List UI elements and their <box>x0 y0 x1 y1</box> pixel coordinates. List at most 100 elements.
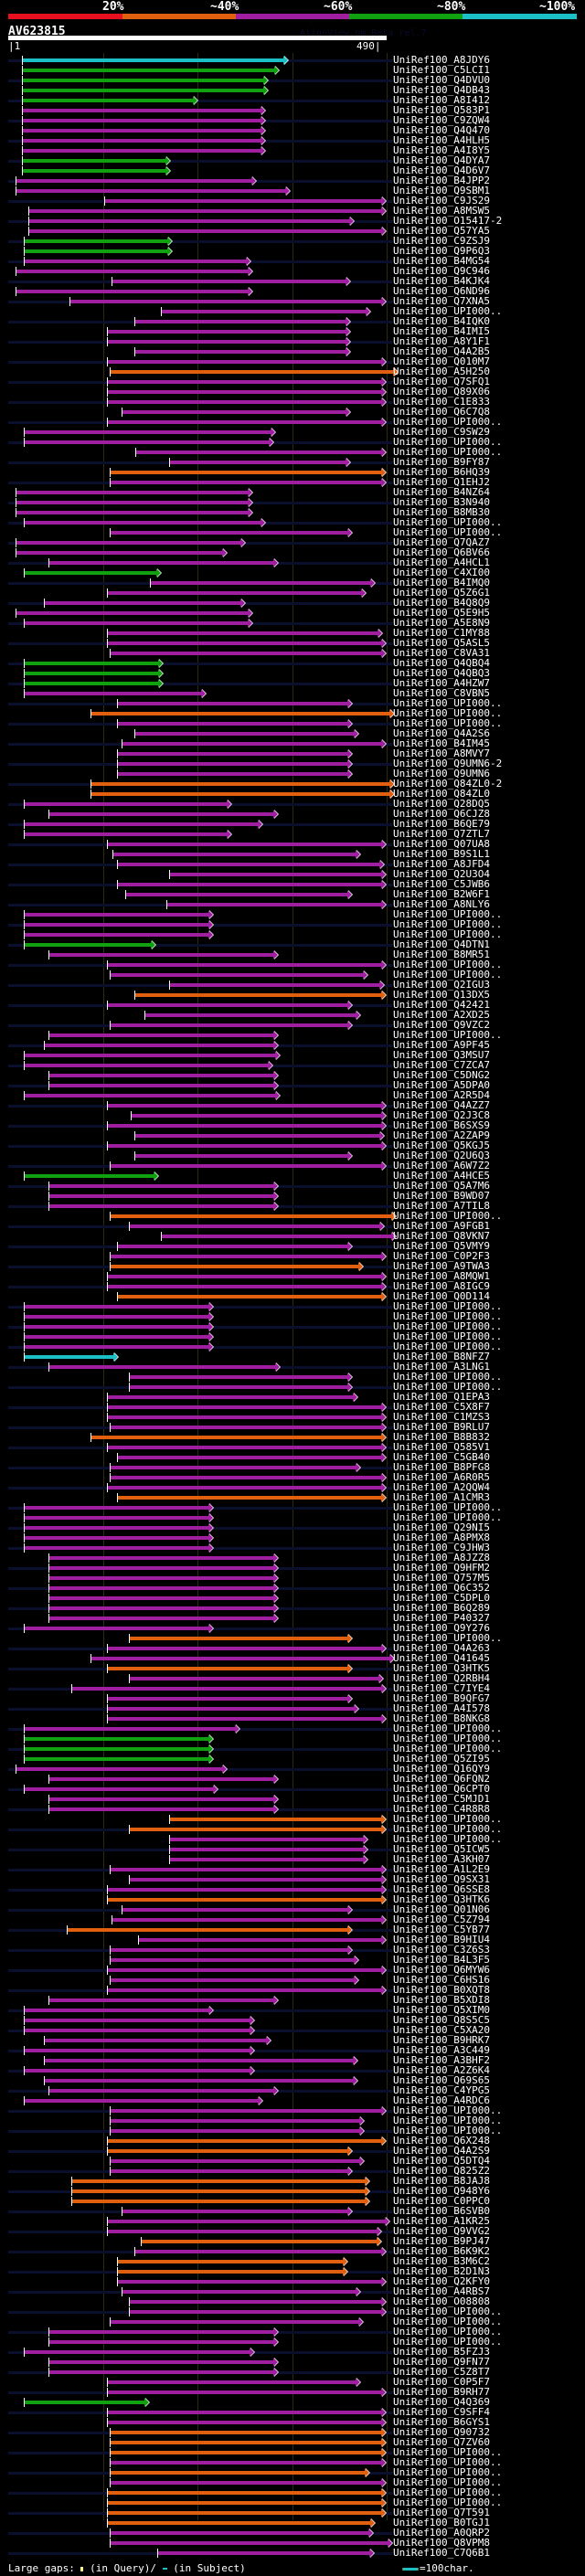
hit-row[interactable]: UniRef100_B3N940 <box>0 497 585 508</box>
hit-label[interactable]: UniRef100_Q16QY9 <box>393 1763 490 1775</box>
hit-label[interactable]: UniRef100_UPI000.. <box>393 516 503 528</box>
hit-label[interactable]: UniRef100_Q4A2B5 <box>393 345 490 357</box>
hit-bar[interactable] <box>107 2511 382 2515</box>
hit-row[interactable]: UniRef100_Q0D114 <box>0 1290 585 1302</box>
hit-label[interactable]: UniRef100_Q7SFQ1 <box>393 376 490 387</box>
hit-bar[interactable] <box>133 1154 348 1158</box>
hit-label[interactable]: UniRef100_Q0D114 <box>393 1290 490 1302</box>
hit-label[interactable]: UniRef100_A9PF45 <box>393 1039 490 1051</box>
hit-row[interactable]: UniRef100_Q29NI5 <box>0 1522 585 1533</box>
hit-bar[interactable] <box>28 209 382 213</box>
hit-row[interactable]: UniRef100_A9FGB1 <box>0 1221 585 1232</box>
hit-bar[interactable] <box>24 1506 208 1510</box>
hit-bar[interactable] <box>24 1737 208 1741</box>
hit-bar[interactable] <box>109 2471 365 2475</box>
hit-label[interactable]: UniRef100_UPI000.. <box>393 2336 503 2348</box>
hit-row[interactable]: UniRef100_Q3MSU7 <box>0 1050 585 1061</box>
hit-bar[interactable] <box>24 1747 208 1751</box>
hit-row[interactable]: UniRef100_B9PJ47 <box>0 2236 585 2247</box>
hit-row[interactable]: UniRef100_UPI000.. <box>0 698 585 709</box>
hit-label[interactable]: UniRef100_B8NKG8 <box>393 1712 490 1724</box>
hit-label[interactable]: UniRef100_UPI000.. <box>393 446 503 458</box>
hit-label[interactable]: UniRef100_C6HS16 <box>393 1974 490 1986</box>
hit-bar[interactable] <box>107 641 382 645</box>
hit-row[interactable]: UniRef100_Q90732 <box>0 2427 585 2438</box>
hit-label[interactable]: UniRef100_C5Z794 <box>393 1913 490 1925</box>
hit-label[interactable]: UniRef100_B4IM45 <box>393 737 490 749</box>
hit-bar[interactable] <box>109 1476 382 1479</box>
hit-row[interactable]: UniRef100_Q7T591 <box>0 2507 585 2518</box>
hit-bar[interactable] <box>15 501 249 504</box>
hit-row[interactable]: UniRef100_Q010M7 <box>0 356 585 367</box>
hit-label[interactable]: UniRef100_C7Q6B1 <box>393 2547 490 2559</box>
hit-row[interactable]: UniRef100_UPI000.. <box>0 1733 585 1744</box>
hit-row[interactable]: UniRef100_Q6ND96 <box>0 286 585 297</box>
hit-row[interactable]: UniRef100_C5MJD1 <box>0 1794 585 1805</box>
hit-bar[interactable] <box>128 1375 348 1379</box>
hit-bar[interactable] <box>15 611 249 615</box>
hit-row[interactable]: UniRef100_C9ZQW4 <box>0 115 585 126</box>
hit-label[interactable]: UniRef100_Q5ZI95 <box>393 1753 490 1765</box>
hit-label[interactable]: UniRef100_A8MQW1 <box>393 1270 490 1282</box>
hit-bar[interactable] <box>111 280 346 283</box>
hit-row[interactable]: UniRef100_Q4A2S9 <box>0 2146 585 2157</box>
hit-bar[interactable] <box>140 2240 378 2243</box>
hit-bar[interactable] <box>133 2250 382 2253</box>
hit-label[interactable]: UniRef100_P40327 <box>393 1612 490 1624</box>
hit-label[interactable]: UniRef100_UPI000.. <box>393 305 503 317</box>
hit-label[interactable]: UniRef100_UPI000.. <box>393 2476 503 2488</box>
hit-row[interactable]: UniRef100_B9HRK7 <box>0 2034 585 2046</box>
hit-label[interactable]: UniRef100_B4IMQ0 <box>393 577 490 588</box>
hit-label[interactable]: UniRef100_B9FY87 <box>393 456 490 468</box>
hit-row[interactable]: UniRef100_A8PMX8 <box>0 1532 585 1543</box>
hit-row[interactable]: UniRef100_Q5VMY9 <box>0 1241 585 1252</box>
hit-bar[interactable] <box>107 1104 382 1108</box>
hit-label[interactable]: UniRef100_B9RH77 <box>393 2386 490 2398</box>
hit-bar[interactable] <box>24 943 151 947</box>
hit-row[interactable]: UniRef100_Q5ASL5 <box>0 638 585 649</box>
hit-label[interactable]: UniRef100_A4I578 <box>393 1702 490 1714</box>
hit-bar[interactable] <box>66 1928 348 1932</box>
hit-bar[interactable] <box>107 380 382 384</box>
hit-row[interactable]: UniRef100_Q5E9H5 <box>0 608 585 619</box>
hit-row[interactable]: UniRef100_UPI000.. <box>0 1372 585 1383</box>
hit-row[interactable]: UniRef100_A8IGC9 <box>0 1281 585 1292</box>
hit-label[interactable]: UniRef100_UPI000.. <box>393 2486 503 2498</box>
hit-row[interactable]: UniRef100_UPI000.. <box>0 1211 585 1222</box>
hit-label[interactable]: UniRef100_Q5ICW5 <box>393 1843 490 1855</box>
hit-bar[interactable] <box>107 1697 348 1701</box>
hit-bar[interactable] <box>107 340 346 344</box>
hit-row[interactable]: UniRef100_Q9SX31 <box>0 1874 585 1885</box>
hit-row[interactable]: UniRef100_C4XI00 <box>0 567 585 578</box>
hit-label[interactable]: UniRef100_B6GYS1 <box>393 2416 490 2428</box>
hit-row[interactable]: UniRef100_B8NKG8 <box>0 1712 585 1724</box>
hit-label[interactable]: UniRef100_A6W7Z2 <box>393 1160 490 1171</box>
hit-bar[interactable] <box>107 1395 353 1399</box>
hit-label[interactable]: UniRef100_Q9UMN6 <box>393 768 490 779</box>
hit-bar[interactable] <box>107 2149 348 2153</box>
hit-bar[interactable] <box>133 993 382 997</box>
hit-label[interactable]: UniRef100_B9HRK7 <box>393 2034 490 2046</box>
hit-label[interactable]: UniRef100_B8B832 <box>393 1431 490 1443</box>
hit-bar[interactable] <box>117 863 379 866</box>
hit-label[interactable]: UniRef100_Q4Q369 <box>393 2396 490 2408</box>
hit-row[interactable]: UniRef100_Q69S65 <box>0 2075 585 2086</box>
hit-label[interactable]: UniRef100_C9ZSJ9 <box>393 235 490 247</box>
hit-row[interactable]: UniRef100_Q5ZI95 <box>0 1754 585 1765</box>
hit-bar[interactable] <box>48 1596 273 1600</box>
hit-row[interactable]: UniRef100_A4HZW7 <box>0 678 585 689</box>
hit-bar[interactable] <box>24 440 269 444</box>
hit-label[interactable]: UniRef100_UPI000.. <box>393 918 503 930</box>
hit-bar[interactable] <box>124 893 348 896</box>
hit-label[interactable]: UniRef100_UPI000.. <box>393 1632 503 1644</box>
hit-bar[interactable] <box>107 963 382 967</box>
hit-row[interactable]: UniRef100_Q9SBM1 <box>0 186 585 196</box>
hit-bar[interactable] <box>168 1838 363 1841</box>
hit-bar[interactable] <box>48 1084 273 1087</box>
hit-label[interactable]: UniRef100_C1E833 <box>393 396 490 408</box>
hit-bar[interactable] <box>109 481 382 484</box>
hit-label[interactable]: UniRef100_Q6X248 <box>393 2135 490 2147</box>
hit-label[interactable]: UniRef100_Q9VVG2 <box>393 2225 490 2237</box>
hit-label[interactable]: UniRef100_B9WD07 <box>393 1190 490 1202</box>
hit-label[interactable]: UniRef100_A2R5D4 <box>393 1089 490 1101</box>
